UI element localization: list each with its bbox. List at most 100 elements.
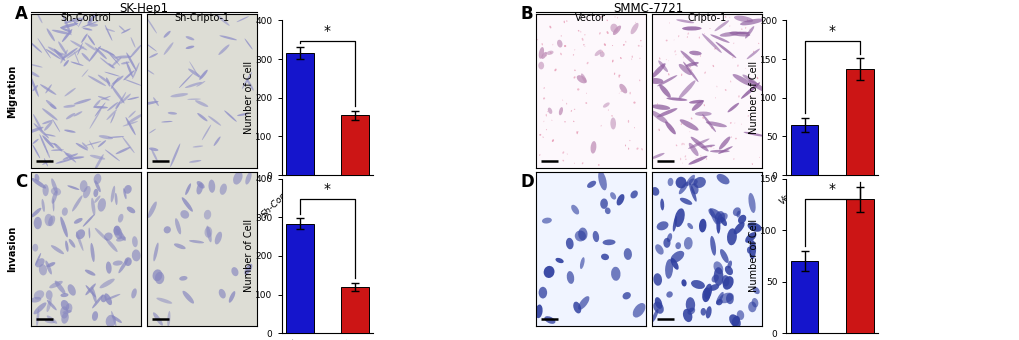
Ellipse shape bbox=[46, 149, 50, 158]
Ellipse shape bbox=[70, 40, 87, 50]
Ellipse shape bbox=[559, 53, 561, 55]
Ellipse shape bbox=[149, 53, 158, 58]
Ellipse shape bbox=[106, 50, 120, 66]
Ellipse shape bbox=[105, 25, 112, 41]
Ellipse shape bbox=[33, 244, 38, 252]
Ellipse shape bbox=[72, 195, 83, 211]
Ellipse shape bbox=[50, 142, 57, 146]
Ellipse shape bbox=[738, 95, 739, 98]
Ellipse shape bbox=[151, 149, 158, 162]
Ellipse shape bbox=[688, 156, 707, 165]
Ellipse shape bbox=[132, 62, 140, 79]
Ellipse shape bbox=[89, 46, 101, 62]
Ellipse shape bbox=[678, 80, 695, 99]
Ellipse shape bbox=[98, 198, 106, 211]
Ellipse shape bbox=[51, 245, 64, 254]
Ellipse shape bbox=[624, 248, 632, 260]
Ellipse shape bbox=[654, 244, 663, 255]
Ellipse shape bbox=[597, 164, 599, 166]
Ellipse shape bbox=[193, 146, 203, 148]
Ellipse shape bbox=[218, 289, 225, 299]
Ellipse shape bbox=[708, 284, 718, 291]
Ellipse shape bbox=[105, 29, 115, 32]
Ellipse shape bbox=[83, 214, 95, 227]
Ellipse shape bbox=[155, 272, 164, 284]
Ellipse shape bbox=[683, 56, 684, 57]
Ellipse shape bbox=[118, 26, 125, 32]
Ellipse shape bbox=[55, 158, 73, 164]
Ellipse shape bbox=[52, 190, 57, 204]
Ellipse shape bbox=[185, 36, 195, 40]
Ellipse shape bbox=[680, 51, 697, 67]
Ellipse shape bbox=[616, 194, 624, 205]
Ellipse shape bbox=[538, 62, 543, 69]
Ellipse shape bbox=[578, 296, 589, 310]
Ellipse shape bbox=[665, 98, 687, 101]
Y-axis label: Number of Cell: Number of Cell bbox=[748, 219, 758, 292]
Ellipse shape bbox=[51, 187, 61, 195]
Ellipse shape bbox=[124, 257, 131, 266]
Ellipse shape bbox=[208, 180, 215, 193]
Ellipse shape bbox=[90, 109, 101, 129]
Ellipse shape bbox=[602, 239, 614, 245]
Text: Sh-Control: Sh-Control bbox=[60, 13, 111, 23]
Ellipse shape bbox=[566, 238, 573, 249]
Ellipse shape bbox=[61, 312, 68, 324]
Ellipse shape bbox=[88, 35, 95, 45]
Ellipse shape bbox=[106, 109, 117, 120]
Ellipse shape bbox=[713, 267, 722, 286]
Ellipse shape bbox=[94, 189, 98, 197]
Ellipse shape bbox=[733, 222, 744, 234]
Ellipse shape bbox=[33, 85, 38, 91]
Ellipse shape bbox=[63, 105, 75, 108]
Ellipse shape bbox=[619, 84, 627, 94]
Ellipse shape bbox=[115, 228, 125, 241]
Ellipse shape bbox=[748, 80, 765, 92]
Ellipse shape bbox=[671, 258, 678, 270]
Ellipse shape bbox=[685, 62, 698, 67]
Ellipse shape bbox=[601, 51, 602, 52]
Ellipse shape bbox=[236, 16, 249, 22]
Ellipse shape bbox=[40, 84, 56, 95]
Ellipse shape bbox=[553, 69, 556, 71]
Ellipse shape bbox=[748, 240, 755, 259]
Ellipse shape bbox=[650, 110, 667, 123]
Ellipse shape bbox=[146, 69, 154, 74]
Ellipse shape bbox=[246, 78, 254, 91]
Ellipse shape bbox=[689, 51, 701, 55]
Ellipse shape bbox=[587, 181, 595, 188]
Ellipse shape bbox=[245, 264, 252, 275]
Ellipse shape bbox=[685, 158, 686, 160]
Ellipse shape bbox=[694, 112, 711, 116]
Ellipse shape bbox=[650, 187, 658, 196]
Bar bbox=[790, 261, 817, 333]
Ellipse shape bbox=[167, 311, 170, 327]
Ellipse shape bbox=[689, 66, 690, 68]
Ellipse shape bbox=[561, 151, 564, 154]
Ellipse shape bbox=[732, 74, 752, 86]
Ellipse shape bbox=[716, 213, 727, 222]
Ellipse shape bbox=[658, 57, 659, 59]
Ellipse shape bbox=[98, 96, 109, 101]
Ellipse shape bbox=[115, 102, 120, 109]
Text: *: * bbox=[324, 182, 330, 196]
Ellipse shape bbox=[584, 34, 585, 35]
Ellipse shape bbox=[82, 33, 88, 43]
Ellipse shape bbox=[129, 45, 142, 58]
Ellipse shape bbox=[91, 243, 95, 262]
Ellipse shape bbox=[95, 47, 107, 59]
Bar bbox=[285, 53, 313, 175]
Ellipse shape bbox=[586, 62, 588, 64]
Ellipse shape bbox=[54, 49, 65, 61]
Ellipse shape bbox=[581, 38, 583, 41]
Ellipse shape bbox=[204, 210, 211, 220]
Ellipse shape bbox=[631, 55, 632, 58]
Ellipse shape bbox=[86, 285, 96, 298]
Ellipse shape bbox=[107, 102, 118, 111]
Ellipse shape bbox=[63, 151, 76, 163]
Ellipse shape bbox=[116, 236, 125, 242]
Ellipse shape bbox=[689, 100, 703, 104]
Ellipse shape bbox=[118, 258, 128, 273]
Ellipse shape bbox=[99, 135, 113, 139]
Ellipse shape bbox=[122, 121, 138, 126]
